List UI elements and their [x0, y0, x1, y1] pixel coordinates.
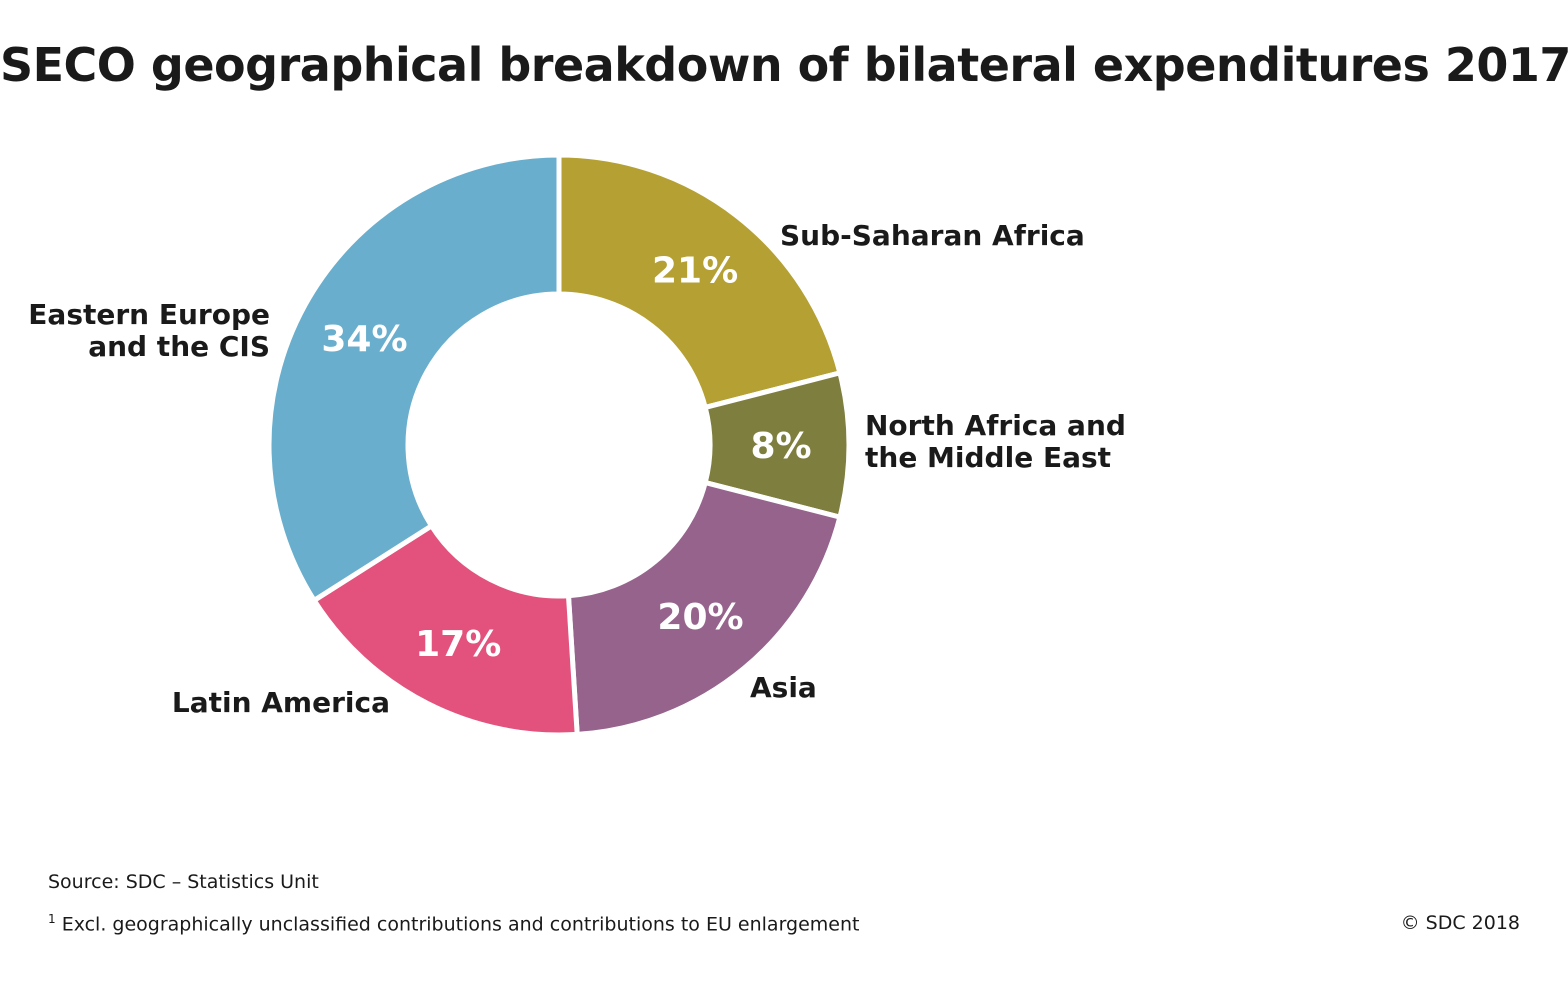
slices-group	[266, 152, 852, 738]
value-label-asia: 20%	[657, 597, 743, 638]
category-label-north-africa-and-the-middle-east: North Africa and the Middle East	[865, 409, 1126, 474]
value-label-eastern-europe-and-the-cis: 34%	[321, 319, 407, 360]
category-label-sub-saharan-africa: Sub-Saharan Africa	[780, 219, 1085, 252]
source-note: Source: SDC – Statistics Unit	[48, 871, 319, 893]
value-labels-group: 21% 8% 20% 17% 34%	[321, 251, 811, 665]
category-labels-group: Sub-Saharan Africa North Africa and the Mi…	[28, 219, 1126, 719]
chart-title-text: SECO geographical breakdown of bilateral…	[0, 38, 1568, 92]
footnote: 1 Excl. geographically unclassified cont…	[48, 912, 860, 935]
slice-latin-america	[310, 522, 580, 738]
value-label-latin-america: 17%	[415, 624, 501, 665]
copyright: © SDC 2018	[1400, 912, 1520, 934]
slice-sub-saharan-africa	[556, 152, 843, 411]
footnote-text: Excl. geographically unclassified contri…	[61, 913, 860, 936]
chart-title: SECO geographical breakdown of bilateral…	[0, 38, 1568, 92]
footnote-marker: 1	[48, 912, 56, 926]
category-label-asia: Asia	[750, 671, 817, 704]
value-label-north-africa-and-the-middle-east: 8%	[750, 426, 811, 467]
slice-eastern-europe-and-the-cis	[266, 152, 562, 604]
category-label-latin-america: Latin America	[172, 686, 390, 719]
value-label-sub-saharan-africa: 21%	[652, 251, 738, 292]
slice-asia	[565, 479, 843, 738]
category-label-eastern-europe-and-the-cis: Eastern Europe and the CIS	[28, 298, 270, 363]
